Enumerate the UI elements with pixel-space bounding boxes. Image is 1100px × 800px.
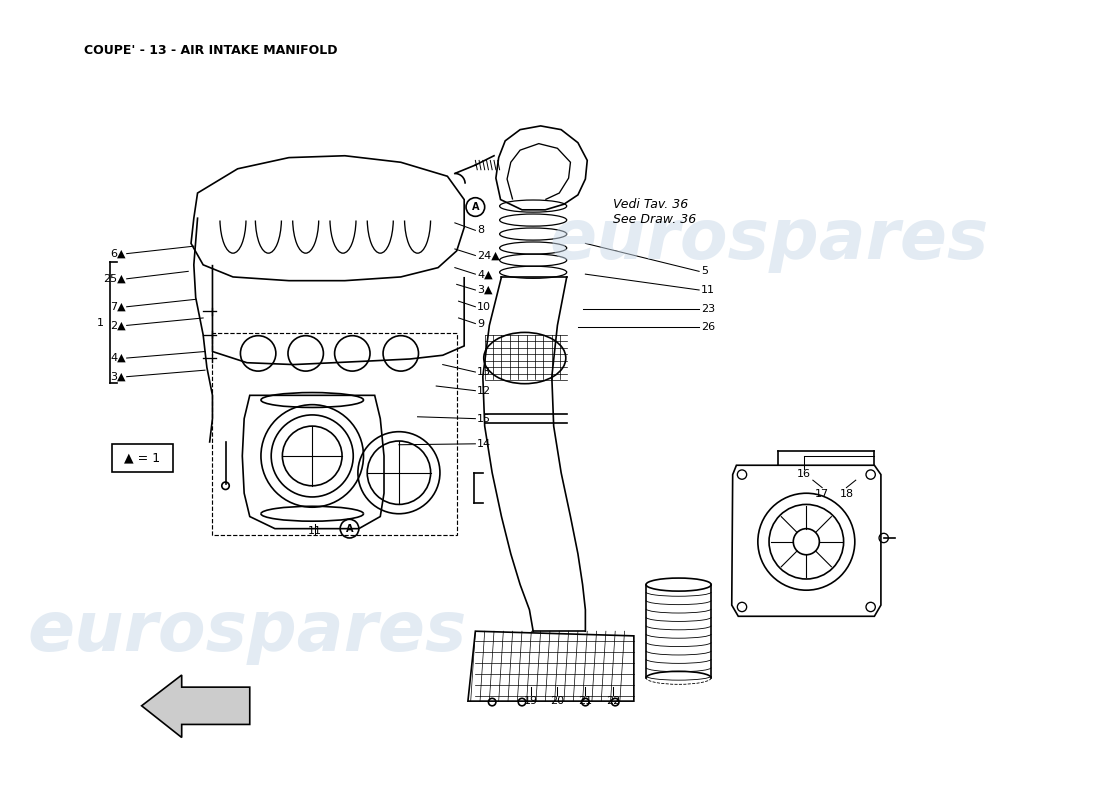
Text: 4▲: 4▲: [477, 269, 493, 279]
Text: 21: 21: [579, 697, 593, 706]
Text: 2▲: 2▲: [110, 321, 125, 330]
Text: 4▲: 4▲: [110, 353, 125, 363]
Text: 18: 18: [839, 490, 854, 499]
Text: 11: 11: [701, 285, 715, 295]
Text: 26: 26: [701, 322, 715, 332]
Text: 1: 1: [97, 318, 104, 328]
Text: eurospares: eurospares: [28, 598, 466, 665]
Text: A: A: [472, 202, 480, 212]
Text: eurospares: eurospares: [549, 206, 989, 273]
Text: 5: 5: [701, 266, 708, 276]
Text: 22: 22: [606, 697, 620, 706]
Text: ▲ = 1: ▲ = 1: [124, 451, 161, 464]
Text: 8: 8: [477, 226, 484, 235]
Text: Vedi Tav. 36
See Draw. 36: Vedi Tav. 36 See Draw. 36: [614, 198, 696, 226]
Text: 14: 14: [477, 439, 492, 449]
Text: 24▲: 24▲: [477, 250, 500, 261]
Text: 3▲: 3▲: [477, 285, 493, 295]
Text: 10: 10: [477, 302, 492, 312]
Text: 6▲: 6▲: [110, 249, 125, 258]
Text: COUPE' - 13 - AIR INTAKE MANIFOLD: COUPE' - 13 - AIR INTAKE MANIFOLD: [84, 44, 338, 57]
Text: 17: 17: [815, 490, 829, 499]
Text: 11: 11: [308, 526, 322, 536]
Text: 3▲: 3▲: [110, 372, 125, 382]
Text: 20: 20: [550, 697, 564, 706]
Text: 15: 15: [477, 414, 492, 424]
Text: 12: 12: [477, 386, 492, 396]
Text: 7▲: 7▲: [110, 302, 125, 312]
Text: 13: 13: [477, 367, 492, 377]
Text: A: A: [345, 524, 353, 534]
Text: 16: 16: [796, 469, 811, 479]
Polygon shape: [142, 675, 250, 738]
Text: 25▲: 25▲: [103, 274, 125, 284]
Text: 9: 9: [477, 318, 484, 329]
Text: 19: 19: [525, 697, 538, 706]
Text: 23: 23: [701, 304, 715, 314]
